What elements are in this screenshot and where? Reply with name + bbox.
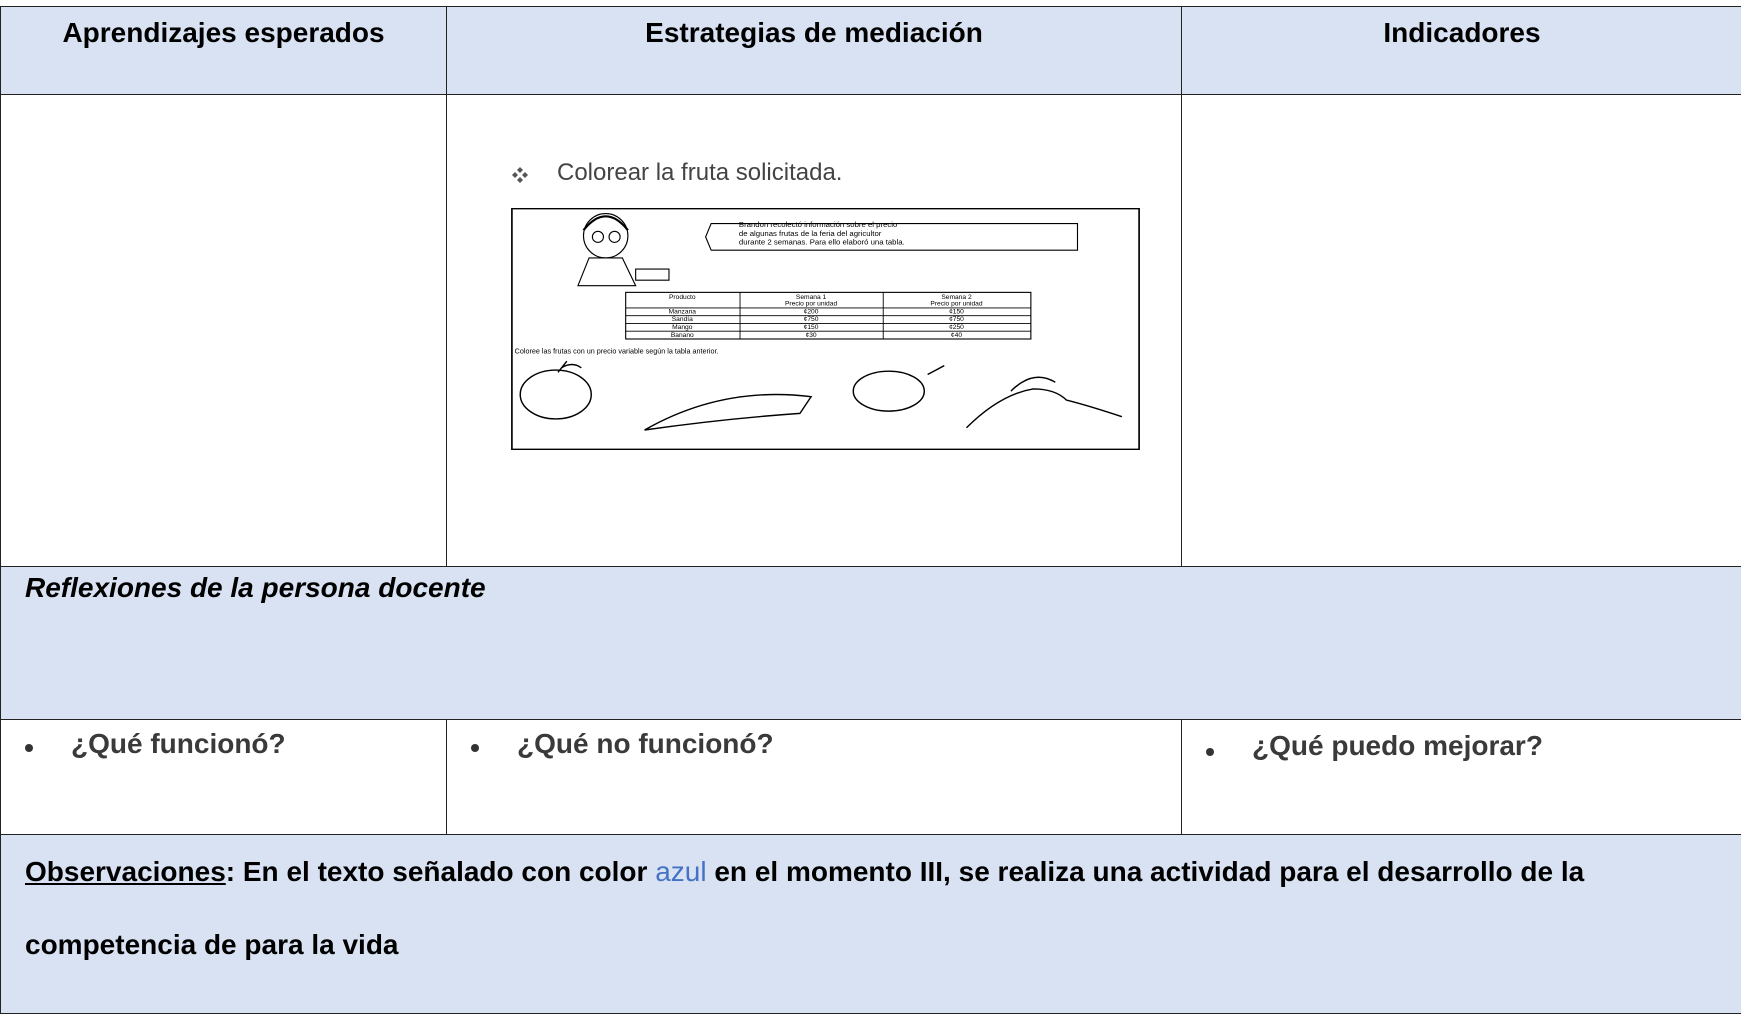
observations: Observaciones: En el texto señalado con … xyxy=(0,834,1741,1014)
question: ¿Qué funcionó? xyxy=(0,719,447,835)
worksheet-text: ¢750 xyxy=(804,316,819,323)
question: ¿Qué puedo mejorar? xyxy=(1181,719,1741,835)
cell xyxy=(0,94,447,567)
worksheet-text: Brandon recolectó información sobre el p… xyxy=(739,220,897,229)
question-text: ¿Qué funcionó? xyxy=(71,728,286,759)
bullet xyxy=(512,167,528,183)
worksheet-text: Coloree las frutas con un precio variabl… xyxy=(515,346,719,355)
worksheet-text: durante 2 semanas. Para ello elaboró una… xyxy=(739,238,905,247)
worksheet: Brandon recolectó información sobre el p… xyxy=(511,208,1140,450)
question-text: ¿Qué no funcionó? xyxy=(517,728,774,759)
question-text: ¿Qué puedo mejorar? xyxy=(1252,730,1543,761)
worksheet-text: ¢200 xyxy=(804,308,819,315)
worksheet-text: Semana 1 xyxy=(796,294,827,301)
header-cell: Estrategias de mediación xyxy=(446,6,1182,95)
observations-highlight: azul xyxy=(655,856,707,887)
cell: Colorear la fruta solicitada. Brandon re… xyxy=(446,94,1182,567)
worksheet-text: ¢30 xyxy=(806,332,817,339)
observations-label: Observaciones xyxy=(25,856,226,887)
worksheet-text: Banano xyxy=(671,332,694,339)
worksheet-text: ¢150 xyxy=(949,308,964,315)
worksheet-text: ¢750 xyxy=(949,316,964,323)
worksheet-text: ¢40 xyxy=(951,332,962,339)
worksheet-text: ¢250 xyxy=(949,324,964,331)
worksheet-text: Producto xyxy=(669,294,696,301)
observations-text: en el momento III, se realiza una activi… xyxy=(25,856,1593,960)
worksheet-text: ¢150 xyxy=(804,324,819,331)
question: ¿Qué no funcionó? xyxy=(446,719,1182,835)
header-cell: Indicadores xyxy=(1181,6,1741,95)
worksheet-text: de algunas frutas de la feria del agricu… xyxy=(739,229,882,238)
reflections-title: Reflexiones de la persona docente xyxy=(0,566,1741,720)
worksheet-text: Precio por unidad xyxy=(930,301,982,308)
worksheet-text: Mango xyxy=(672,324,693,331)
worksheet-text: Semana 2 xyxy=(941,294,972,301)
worksheet-text: Precio por unidad xyxy=(785,301,837,308)
cell xyxy=(1181,94,1741,567)
strategy-item: Colorear la fruta solicitada. xyxy=(557,159,843,186)
worksheet-text: Manzana xyxy=(669,308,697,315)
observations-text: : En el texto señalado con color xyxy=(225,856,656,887)
header-cell: Aprendizajes esperados xyxy=(0,6,447,95)
worksheet-text: Sandía xyxy=(672,316,693,323)
